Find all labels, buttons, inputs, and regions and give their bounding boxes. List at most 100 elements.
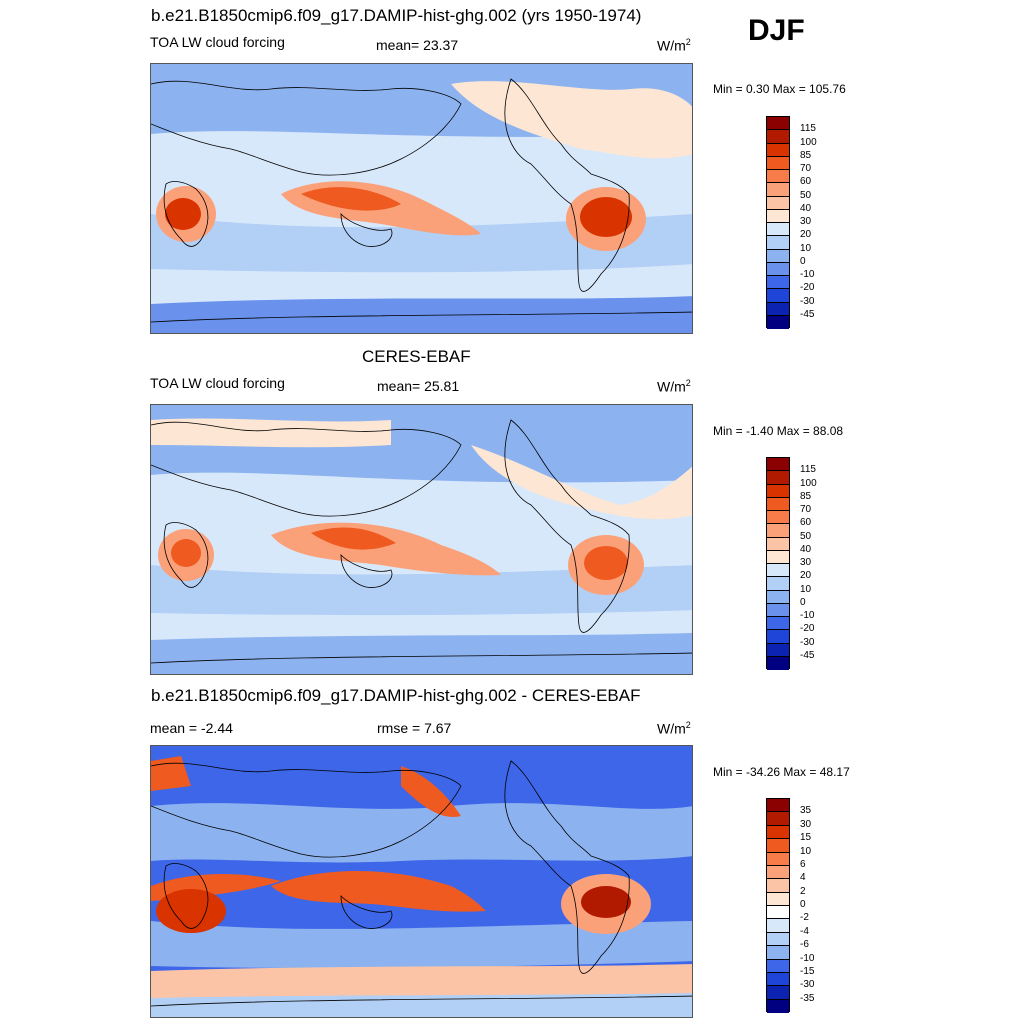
panel1-variable-label: TOA LW cloud forcing	[150, 34, 285, 50]
panel2-map-field	[151, 405, 692, 674]
colorbar-swatch	[767, 524, 789, 538]
colorbar-swatch	[767, 630, 789, 644]
panel3-map	[150, 745, 693, 1018]
colorbar-tick-label: 85	[800, 490, 812, 502]
panel2-colorbar: 115 100 85 70 60 50 40 30 20 10 0 -10 -20 -30 -45	[766, 457, 817, 670]
colorbar-swatch	[767, 812, 789, 826]
colorbar-swatch	[767, 236, 789, 250]
colorbar-swatch	[767, 603, 789, 617]
colorbar-swatch	[767, 550, 789, 564]
colorbar-tick-label: -20	[800, 282, 815, 294]
colorbar-swatch	[767, 209, 789, 223]
colorbar-tick-label: 20	[800, 229, 812, 241]
colorbar-tick-label: 10	[800, 583, 812, 595]
colorbar-swatch	[767, 564, 789, 578]
colorbar-tick-label: 4	[800, 872, 806, 884]
colorbar-swatch	[767, 865, 789, 880]
colorbar-tick-label: 85	[800, 149, 812, 161]
colorbar-swatch	[767, 972, 789, 987]
colorbar-tick-label: 30	[800, 216, 812, 227]
panel2-variable-label: TOA LW cloud forcing	[150, 375, 285, 391]
colorbar-swatch	[767, 117, 789, 131]
colorbar-tick-label: -30	[800, 636, 815, 648]
colorbar-tick-label: 70	[800, 163, 812, 174]
colorbar-swatch	[767, 458, 789, 472]
colorbar-tick-label: -45	[800, 308, 815, 320]
colorbar-tick-label: 115	[800, 464, 816, 476]
panel1-title: b.e21.B1850cmip6.f09_g17.DAMIP-hist-ghg.…	[151, 6, 642, 25]
colorbar-swatch	[767, 577, 789, 591]
colorbar-tick-label: 10	[800, 845, 812, 857]
colorbar-tick-label: 2	[800, 885, 806, 897]
panel1-colorbar: 115 100 85 70 60 50 40 30 20 10 0 -10 -20 -30 -45	[766, 116, 817, 329]
colorbar-swatch	[767, 276, 789, 290]
colorbar-swatch	[767, 183, 789, 197]
colorbar-tick-label: 40	[800, 202, 812, 214]
panel2-units: W/m2	[657, 378, 691, 395]
panel3-map-field	[151, 746, 692, 1017]
colorbar-swatch	[767, 262, 789, 276]
colorbar-swatch	[767, 825, 789, 840]
panel3-rmse: rmse = 7.67	[377, 720, 452, 736]
colorbar-swatch	[767, 156, 789, 170]
colorbar-tick-label: -45	[800, 649, 815, 661]
colorbar-swatch	[767, 170, 789, 184]
panel1-mean: mean= 23.37	[376, 37, 459, 53]
colorbar-tick-label: 20	[800, 570, 812, 582]
panel2-minmax: Min = -1.40 Max = 88.08	[713, 424, 844, 438]
panel2-colorbar-boxes	[766, 457, 790, 670]
colorbar-swatch	[767, 302, 789, 316]
colorbar-tick-label: 60	[800, 176, 812, 188]
colorbar-tick-label: -10	[800, 952, 815, 964]
colorbar-swatch	[767, 590, 789, 604]
colorbar-swatch	[767, 986, 789, 1000]
colorbar-swatch	[767, 196, 789, 210]
colorbar-swatch	[767, 919, 789, 933]
colorbar-swatch	[767, 839, 789, 853]
colorbar-swatch	[767, 249, 789, 263]
colorbar-tick-label: -20	[800, 623, 815, 635]
colorbar-tick-label: 50	[800, 189, 812, 201]
colorbar-tick-label: 10	[800, 242, 812, 254]
colorbar-tick-label: -10	[800, 610, 815, 621]
colorbar-tick-label: -35	[800, 992, 815, 1004]
colorbar-tick-label: 40	[800, 543, 812, 555]
colorbar-tick-label: -2	[800, 912, 809, 924]
panel3-units: W/m2	[657, 720, 691, 737]
panel3-colorbar: 35 30 15 10 6 4 2 0 -2 -4 -6 -10 -15 -30 -35	[766, 798, 814, 1013]
colorbar-tick-label: 35	[800, 805, 812, 817]
colorbar-tick-label: 100	[800, 477, 817, 489]
panel1-units: W/m2	[657, 37, 691, 54]
colorbar-tick-label: 0	[800, 255, 806, 267]
colorbar-tick-label: -4	[800, 925, 809, 937]
colorbar-tick-label: 50	[800, 530, 812, 542]
panel2-mean: mean= 25.81	[377, 378, 460, 394]
colorbar-swatch	[767, 932, 789, 947]
colorbar-tick-label: 6	[800, 858, 806, 870]
colorbar-tick-label: -30	[800, 979, 815, 991]
panel2-map	[150, 404, 693, 675]
panel1-map-field	[151, 64, 692, 333]
colorbar-tick-label: -15	[800, 965, 815, 977]
colorbar-swatch	[767, 946, 789, 960]
colorbar-tick-label: 30	[800, 818, 812, 830]
colorbar-swatch	[767, 315, 789, 329]
colorbar-swatch	[767, 289, 789, 303]
colorbar-tick-label: 115	[800, 123, 816, 135]
panel1-map	[150, 63, 693, 334]
panel3-mean: mean = -2.44	[150, 720, 233, 736]
colorbar-swatch	[767, 852, 789, 866]
panel2-title: CERES-EBAF	[362, 347, 471, 366]
panel3-title: b.e21.B1850cmip6.f09_g17.DAMIP-hist-ghg.…	[151, 686, 641, 705]
colorbar-tick-label: 30	[800, 557, 812, 568]
colorbar-swatch	[767, 959, 789, 973]
colorbar-swatch	[767, 130, 789, 144]
colorbar-tick-label: 0	[800, 596, 806, 608]
colorbar-swatch	[767, 537, 789, 551]
panel3-colorbar-boxes	[766, 798, 790, 1013]
colorbar-tick-label: -10	[800, 269, 815, 280]
season-label: DJF	[748, 14, 805, 47]
panel3-minmax: Min = -34.26 Max = 48.17	[713, 765, 850, 779]
panel1-minmax: Min = 0.30 Max = 105.76	[713, 82, 846, 96]
colorbar-swatch	[767, 879, 789, 893]
